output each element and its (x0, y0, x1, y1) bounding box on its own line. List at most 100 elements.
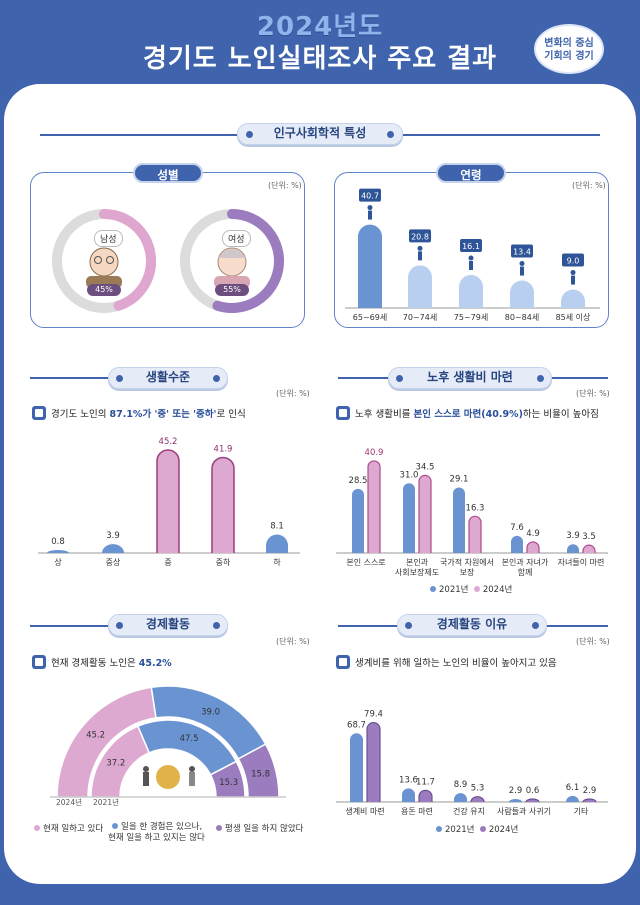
retire-chart-bar (453, 487, 465, 553)
reason-chart-value-label: 0.6 (526, 786, 540, 796)
living-bar-outline (211, 456, 235, 553)
econ-legend-b: 일을 한 경험은 있으나, 현재 일을 하고 있지는 않다 (108, 822, 205, 843)
age-value-label: 20.8 (411, 232, 429, 241)
living-category-label: 하 (273, 557, 281, 567)
memo-icon (32, 406, 46, 420)
econ-value-label: 37.2 (106, 759, 125, 769)
reason-chart-value-label: 2.9 (583, 786, 597, 796)
econ-legend-c: 평생 일을 하지 않았다 (216, 822, 304, 834)
badge-line1: 변화의 중심 (544, 38, 594, 49)
age-unit: (단위: %) (572, 181, 606, 190)
badge-line2: 기회의 경기 (544, 51, 594, 62)
retire-chart-value-label: 31.0 (400, 470, 419, 480)
bullet-icon (396, 375, 403, 382)
male-label: 남성 (94, 230, 123, 247)
retire-chart-category-label: 사회보장제도 (395, 567, 439, 577)
econ-year-inner: 2021년 (93, 798, 119, 807)
living-category-label: 중하 (216, 557, 231, 567)
econ-value-label: 15.3 (219, 778, 238, 788)
reason-chart-category-label: 생계비 마련 (345, 806, 384, 816)
bullet-icon (116, 622, 123, 629)
elder-icon-body (469, 260, 473, 270)
header-year: 2024년도 (256, 12, 384, 42)
reason-chart-bar (402, 788, 415, 802)
age-title: 연령 (436, 163, 506, 183)
worker-icon (143, 766, 149, 772)
living-bar (212, 457, 234, 553)
retire-chart-category-label: 함께 (518, 568, 533, 577)
reason-chart-bar (454, 793, 467, 802)
female-pct: 55% (215, 284, 249, 296)
worker-body (143, 772, 149, 786)
age-value-label: 9.0 (567, 257, 580, 266)
retire-chart-value-label: 16.3 (466, 503, 485, 513)
reason-chart-value-label: 8.9 (454, 780, 468, 790)
age-value-tag (359, 188, 381, 202)
living-value-label: 3.9 (106, 531, 120, 541)
econ-value-label: 15.8 (251, 770, 270, 780)
bullet-icon (213, 375, 220, 382)
retire-chart-bar (352, 488, 364, 553)
male-donut-arc (99, 209, 156, 311)
living-bar (266, 534, 288, 553)
retire-chart-bar-outline (526, 541, 540, 553)
bullet-icon (532, 622, 539, 629)
retire-chart-value-label: 4.9 (526, 529, 540, 539)
reason-chart-value-label: 5.3 (471, 784, 485, 794)
age-value-tag (562, 253, 584, 267)
reason-chart-bar (350, 733, 363, 802)
reason-chart-bar-outline (470, 796, 485, 803)
reason-chart-category-label: 건강 유지 (453, 806, 485, 816)
age-category-label: 65~69세 (353, 313, 387, 322)
age-value-tag (460, 238, 482, 252)
retire-legend: 2021년 2024년 (430, 583, 512, 595)
reason-chart-value-label: 6.1 (566, 783, 580, 793)
econ-value-label: 47.5 (180, 734, 199, 744)
reason-title: 경제활동 이유 (397, 614, 547, 636)
retire-chart-category-label: 자녀들이 마련 (558, 557, 605, 567)
bullet-icon (116, 375, 123, 382)
elder-icon (417, 245, 423, 251)
age-category-label: 75~79세 (454, 313, 488, 322)
retire-chart-value-label: 3.9 (566, 531, 580, 541)
living-category-label: 중상 (106, 557, 121, 567)
reason-chart-value-label: 13.6 (399, 775, 418, 785)
retire-chart-category-label: 국가적 차원에서 (440, 557, 494, 567)
living-category-label: 상 (54, 557, 62, 567)
elder-icon (570, 270, 576, 276)
age-category-label: 80~84세 (505, 313, 539, 322)
econ-note: 현재 경제활동 노인은 45.2% (32, 655, 172, 669)
econ-value-label: 45.2 (86, 731, 105, 741)
living-unit: (단위: %) (276, 389, 310, 398)
bullet-icon (213, 622, 220, 629)
reason-chart-value-label: 79.4 (364, 710, 383, 720)
retire-chart-value-label: 29.1 (450, 475, 469, 485)
retire-chart-category-label: 본인과 (406, 557, 429, 567)
memo-icon (336, 406, 350, 420)
reason-chart-value-label: 11.7 (416, 777, 435, 787)
retire-title: 노후 생활비 마련 (388, 367, 552, 389)
gender-unit: (단위: %) (268, 181, 302, 190)
living-value-label: 41.9 (214, 444, 233, 454)
living-category-label: 중 (164, 558, 171, 567)
retire-chart-category-label: 보장 (460, 567, 475, 577)
gender-title: 성별 (133, 163, 203, 183)
retire-unit: (단위: %) (576, 389, 610, 398)
retire-chart-category-label: 본인 스스로 (346, 557, 385, 567)
living-value-label: 45.2 (159, 437, 178, 447)
age-bar (358, 224, 382, 308)
header-title: 경기도 노인실태조사 주요 결과 (142, 44, 498, 74)
age-category-label: 85세 이상 (556, 312, 591, 322)
reason-chart-category-label: 사람들과 사귀기 (497, 806, 551, 816)
female-label: 여성 (222, 230, 251, 247)
age-value-tag (409, 229, 431, 243)
age-category-label: 70~74세 (403, 313, 437, 322)
age-value-label: 16.1 (462, 242, 480, 251)
living-value-label: 8.1 (270, 522, 284, 532)
retire-chart-bar-outline (582, 544, 596, 553)
retire-chart-bar (567, 544, 579, 553)
reason-legend: 2021년 2024년 (436, 823, 518, 835)
living-bar (47, 550, 69, 553)
